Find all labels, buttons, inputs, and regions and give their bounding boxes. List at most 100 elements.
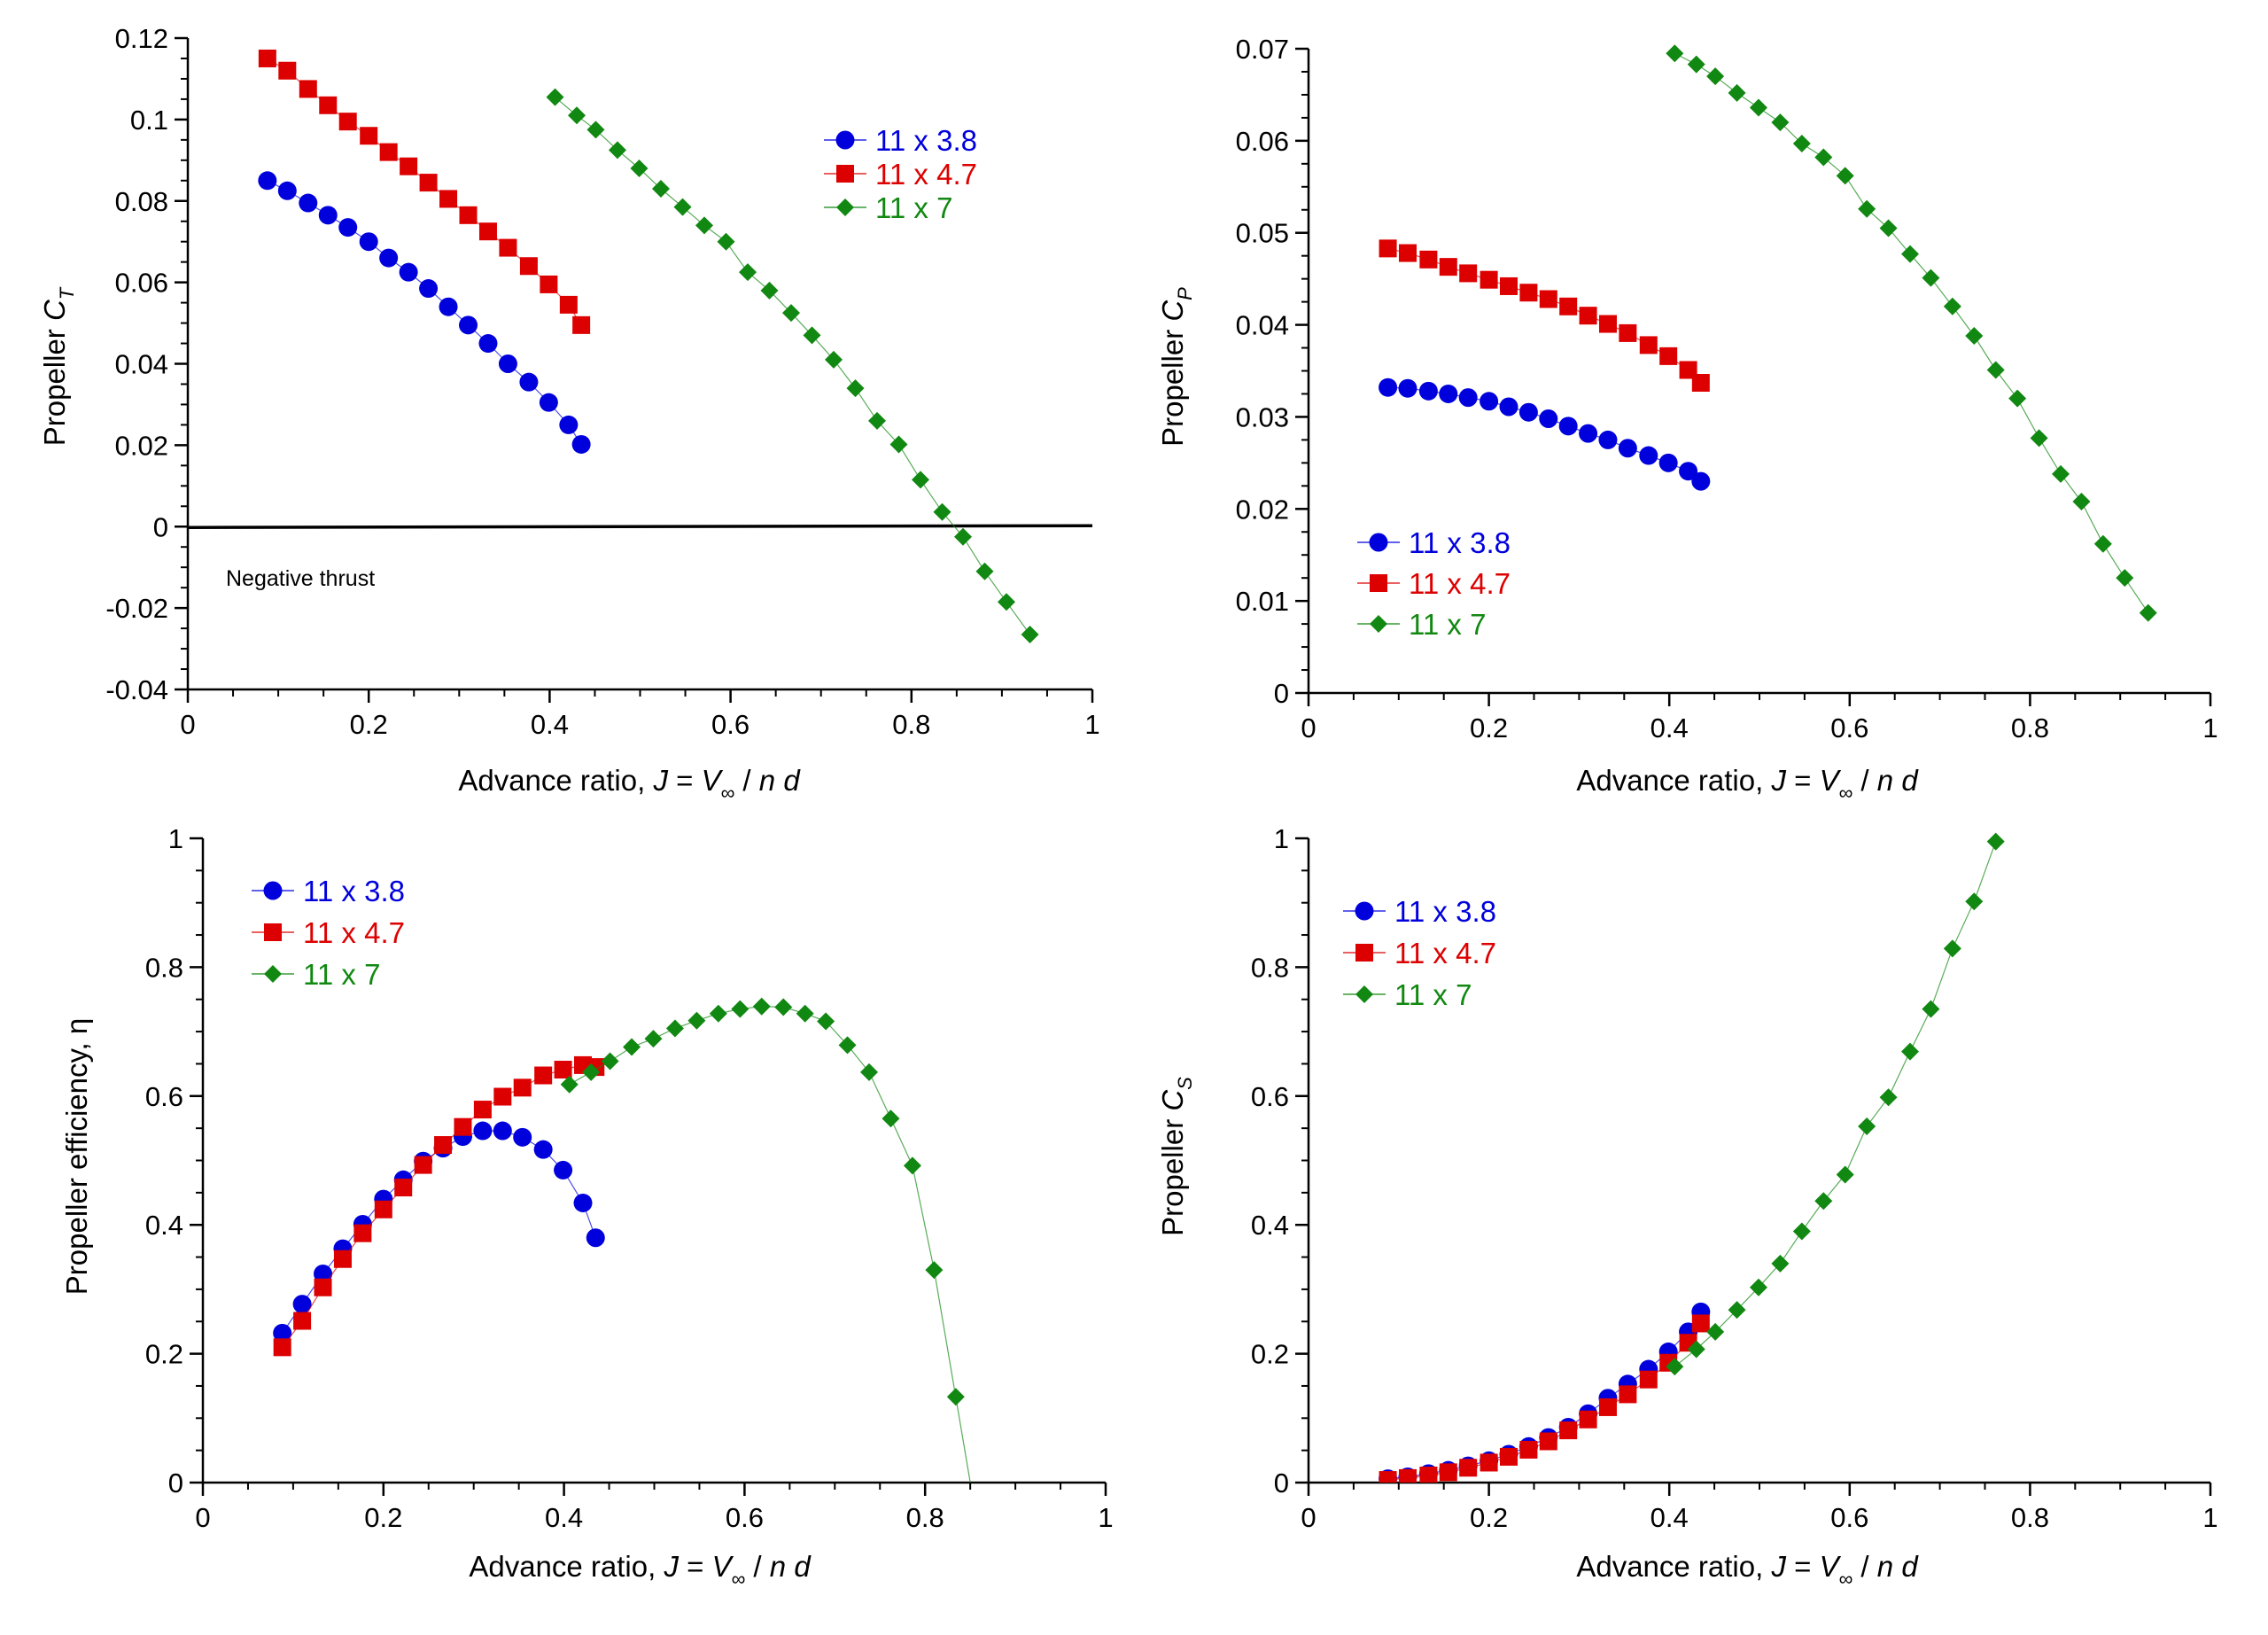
eta-x-tick-label: 0.4	[545, 1502, 583, 1533]
cp-point	[1579, 424, 1598, 443]
cs-point	[1901, 1042, 1920, 1061]
ct-point	[912, 471, 930, 489]
cs-series-line	[1674, 841, 1997, 1367]
cp-series-line	[1387, 247, 1702, 384]
eta-legend-label: 11 x 3.8	[303, 875, 405, 907]
chart-efficiency: Advance ratio, J = V∞ / n d Propeller ef…	[60, 823, 1114, 1590]
cs-point	[1858, 1117, 1876, 1135]
cp-point	[2052, 464, 2070, 483]
eta-point	[273, 1323, 292, 1343]
ct-y-tick-label: 0.04	[115, 349, 168, 380]
cp-x-tick-label: 0.2	[1470, 712, 1508, 744]
ct-point	[546, 88, 564, 106]
eta-point	[882, 1109, 900, 1128]
eta-point	[374, 1200, 392, 1218]
ct-point	[439, 190, 458, 208]
eta-series-line	[282, 1130, 596, 1334]
eta-point	[513, 1078, 532, 1097]
cs-legend-marker	[1355, 985, 1373, 1003]
eta-point	[273, 1338, 291, 1357]
eta-point	[903, 1156, 921, 1175]
cp-point	[1398, 244, 1417, 262]
eta-y-tick-label: 0.8	[145, 952, 183, 983]
ct-point	[499, 238, 517, 257]
ct-point	[318, 206, 338, 225]
cs-point	[1398, 1468, 1417, 1483]
cp-point	[2030, 429, 2048, 448]
cp-point	[1659, 346, 1678, 365]
cp-point	[1480, 270, 1498, 289]
eta-point	[665, 1019, 684, 1038]
ct-point	[571, 434, 591, 454]
cp-point	[1639, 446, 1658, 465]
ct-point	[519, 257, 538, 276]
ct-point	[338, 218, 358, 237]
eta-point	[314, 1278, 332, 1296]
cp-y-tick-label: 0.04	[1236, 310, 1289, 341]
cs-series-line	[1387, 1311, 1702, 1480]
ct-series-line	[267, 180, 582, 445]
cp-point	[1749, 98, 1767, 117]
cs-point	[1579, 1410, 1597, 1429]
cp-point	[2008, 389, 2027, 408]
ct-point	[299, 193, 318, 213]
ct-point	[498, 354, 517, 373]
ct-series-1	[258, 49, 591, 334]
eta-series-line	[569, 1006, 971, 1483]
cp-point	[1666, 44, 1684, 63]
cp-point	[1579, 307, 1597, 325]
cp-point	[1901, 245, 1920, 263]
cs-point	[1836, 1165, 1854, 1184]
cp-point	[2139, 603, 2157, 622]
cs-y-tick-label: 1	[1274, 823, 1289, 854]
ct-point	[360, 127, 378, 145]
cp-point	[1728, 83, 1746, 102]
ct-x-tick-label: 0.2	[350, 709, 388, 740]
cs-point	[1691, 1314, 1710, 1333]
ct-ylabel: Propeller CT	[38, 286, 78, 446]
eta-y-tick-label: 1	[168, 823, 183, 854]
eta-x-tick-label: 0.6	[726, 1502, 764, 1533]
cp-point	[1519, 284, 1538, 302]
chart-cs: Advance ratio, J = V∞ / n d Propeller CS…	[1156, 823, 2218, 1590]
cs-point	[1771, 1254, 1790, 1273]
ct-point	[559, 415, 579, 434]
cp-point	[1598, 430, 1618, 449]
cp-point	[1658, 453, 1678, 472]
cp-x-tick-label: 0.8	[2011, 712, 2049, 744]
ct-point	[673, 198, 692, 216]
ct-annotation: Negative thrust	[226, 566, 375, 591]
cs-point	[1439, 1463, 1457, 1482]
cp-y-tick-label: 0.06	[1236, 126, 1289, 157]
eta-legend-marker	[264, 923, 282, 941]
cp-point	[1458, 388, 1478, 408]
cp-x-tick-label: 1	[2202, 712, 2218, 744]
cs-point	[1749, 1278, 1767, 1296]
ct-point	[400, 157, 418, 175]
ct-point	[258, 49, 276, 67]
eta-point	[925, 1261, 944, 1280]
ct-point	[459, 315, 478, 335]
ct-point	[338, 113, 357, 131]
ct-point	[889, 435, 908, 454]
cs-point	[1792, 1222, 1811, 1241]
cs-point	[1879, 1088, 1898, 1107]
eta-point	[473, 1121, 493, 1141]
cp-point	[1639, 336, 1658, 354]
eta-point	[817, 1012, 835, 1031]
eta-x-tick-label: 1	[1098, 1502, 1113, 1533]
eta-xlabel: Advance ratio, J = V∞ / n d	[469, 1550, 812, 1590]
cp-point	[1618, 439, 1637, 458]
ct-y-tick-label: -0.02	[105, 593, 168, 624]
ct-x-tick-label: 0	[180, 709, 195, 740]
cp-point	[1558, 417, 1578, 436]
cs-y-tick-label: 0	[1274, 1468, 1289, 1499]
ct-point	[299, 80, 317, 98]
ct-point	[478, 334, 498, 354]
ct-point	[319, 96, 338, 114]
eta-point	[687, 1011, 706, 1030]
eta-y-tick-label: 0	[168, 1468, 183, 1499]
ct-x-tick-label: 1	[1084, 709, 1099, 740]
cs-y-tick-label: 0.6	[1251, 1081, 1289, 1112]
eta-legend: 11 x 3.8 11 x 4.7 11 x 7	[252, 875, 405, 991]
